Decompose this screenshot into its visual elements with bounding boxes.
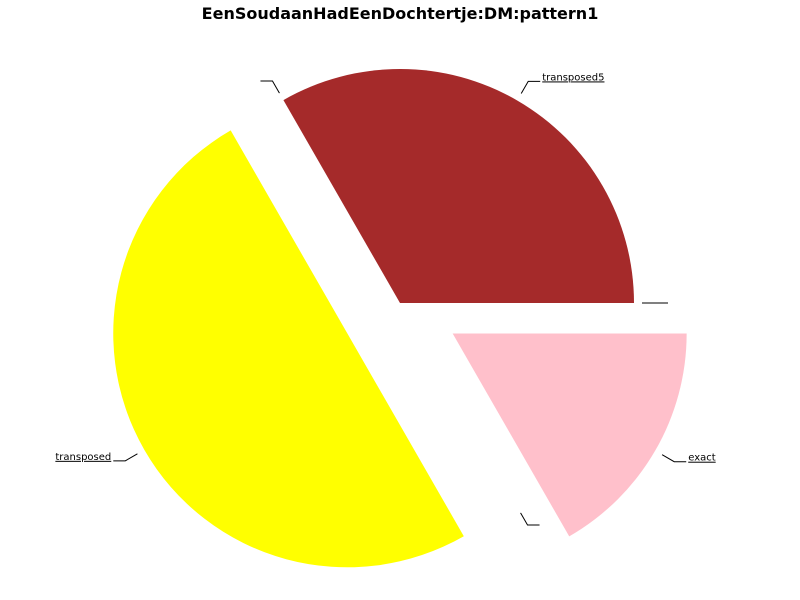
pie-slices bbox=[113, 68, 687, 568]
slice-label-transposed: transposed bbox=[55, 452, 111, 463]
leader-line-transposed5 bbox=[520, 80, 541, 94]
leader-line-transposed bbox=[113, 453, 138, 462]
slice-labels: transposed5 transposed exact bbox=[55, 72, 716, 526]
chart-title: EenSoudaanHadEenDochtertje:DM:pattern1 bbox=[202, 4, 599, 23]
pie-slice-transposed bbox=[113, 130, 464, 568]
slice-label-exact: exact bbox=[688, 453, 716, 464]
leader-line-empty-3 bbox=[520, 512, 540, 526]
leader-line-empty-1 bbox=[260, 80, 280, 94]
pie-slice-exact bbox=[452, 333, 687, 537]
slice-label-transposed5: transposed5 bbox=[542, 72, 604, 83]
pie-slice-transposed5 bbox=[283, 68, 634, 303]
leader-line-exact bbox=[661, 454, 687, 463]
